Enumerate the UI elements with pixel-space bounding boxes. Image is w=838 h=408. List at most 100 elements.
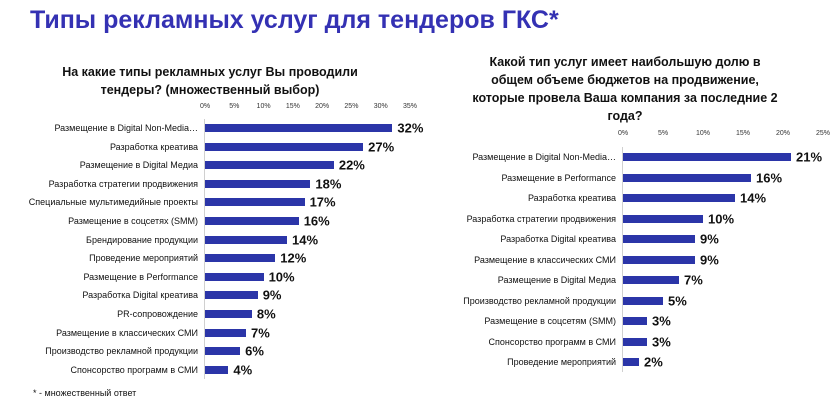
category-label: Размещение в классических СМИ (56, 327, 198, 338)
category-label: Размещение в Digital Non-Media… (54, 123, 198, 133)
category-label: Размещение в соцсетях (SMM) (68, 216, 198, 226)
bar (205, 328, 246, 337)
bar (205, 198, 305, 207)
data-label: 2% (644, 354, 663, 370)
x-tick-label: 10% (256, 103, 271, 110)
bar (623, 358, 639, 366)
chart2-title-line: года? (607, 109, 643, 123)
chart2-title-line: которые провела Ваша компания за последн… (472, 91, 778, 105)
data-label: 4% (233, 362, 253, 378)
bar (623, 276, 679, 284)
bar (623, 214, 703, 223)
x-tick-label: 0% (617, 130, 629, 137)
bar (205, 310, 252, 318)
category-label: Размещение в Performance (83, 271, 198, 282)
category-label: PR-сопровождение (117, 309, 198, 319)
category-label: Специальные мультимедийные проекты (28, 197, 198, 208)
x-tick-label: 5% (657, 130, 669, 137)
chart1-title-line: тендеры? (множественный выбор) (100, 83, 320, 97)
data-label: 16% (303, 213, 330, 229)
bar (623, 296, 663, 305)
bar (623, 337, 647, 346)
bar (623, 153, 791, 161)
bar (623, 255, 695, 264)
category-label: Размещение в Digital Медиа (497, 275, 616, 285)
data-label: 32% (397, 120, 424, 136)
category-label: Размещение в Performance (501, 172, 616, 183)
x-tick-label: 25% (344, 103, 359, 110)
chart1-title: На какие типы рекламных услуг Вы проводи… (30, 63, 390, 99)
data-label: 21% (796, 149, 823, 165)
category-label: Размещение в соцсетям (SMM) (484, 316, 616, 326)
x-tick-label: 0% (199, 103, 211, 110)
bar (623, 173, 751, 182)
bar (205, 272, 264, 281)
data-label: 3% (652, 313, 671, 329)
bar (205, 161, 334, 170)
bar (623, 194, 735, 202)
data-label: 8% (256, 306, 276, 322)
data-label: 14% (292, 232, 319, 248)
category-label: Проведение мероприятий (89, 253, 198, 264)
category-label: Разработка Digital креатива (82, 290, 198, 301)
data-label: 17% (309, 194, 336, 210)
x-tick-label: 5% (229, 103, 240, 110)
chart1-title-line: На какие типы рекламных услуг Вы проводи… (62, 65, 358, 79)
category-label: Размещение в классических СМИ (474, 254, 616, 265)
x-tick-label: 35% (402, 103, 418, 110)
category-label: Проведение мероприятий (507, 357, 616, 367)
footnote: * - множественный ответ (33, 388, 137, 398)
x-tick-label: 15% (285, 103, 300, 110)
chart2-title: Какой тип услуг имеет наибольшую долю в … (435, 53, 815, 125)
category-label: Разработка креатива (109, 141, 198, 152)
data-label: 7% (251, 325, 270, 341)
data-label: 16% (756, 170, 783, 185)
category-label: Спонсорство программ в СМИ (488, 336, 616, 347)
data-label: 12% (280, 250, 307, 266)
category-label: Брендирование продукции (86, 234, 198, 245)
data-label: 9% (700, 231, 719, 247)
data-label: 14% (740, 190, 767, 206)
data-label: 9% (700, 252, 719, 267)
data-label: 6% (245, 343, 264, 359)
category-label: Производство рекламной продукции (45, 346, 198, 357)
x-tick-label: 15% (735, 130, 751, 137)
data-label: 3% (652, 334, 671, 349)
category-label: Разработка стратегии продвижения (48, 178, 198, 189)
x-tick-label: 25% (815, 130, 831, 137)
category-label: Разработка стратегии продвижения (466, 213, 616, 224)
x-tick-label: 20% (775, 130, 791, 137)
bar (205, 142, 364, 151)
bar (205, 124, 393, 132)
data-label: 10% (268, 269, 295, 285)
data-label: 27% (368, 139, 395, 155)
category-label: Размещение в Digital Медиа (79, 160, 198, 171)
chart2-title-line: Какой тип услуг имеет наибольшую долю в (489, 55, 761, 69)
category-label: Производство рекламной продукции (463, 295, 616, 306)
bar (623, 317, 647, 325)
bar (205, 235, 287, 244)
bar (623, 235, 695, 243)
chart2-title-line: общем объеме бюджетов на продвижение, (491, 73, 759, 87)
category-label: Спонсорство программ в СМИ (70, 364, 198, 375)
data-label: 7% (684, 272, 703, 288)
bar (205, 217, 299, 225)
x-tick-label: 10% (695, 130, 711, 137)
data-label: 18% (315, 176, 342, 192)
category-label: Разработка Digital креатива (500, 234, 616, 244)
bar (205, 291, 258, 300)
bar (205, 254, 276, 263)
bar (205, 179, 311, 188)
bar (205, 347, 241, 356)
data-label: 9% (262, 287, 282, 303)
data-label: 22% (338, 157, 365, 173)
data-label: 10% (708, 211, 735, 226)
page-title: Типы рекламных услуг для тендеров ГКС* (30, 6, 559, 34)
y-axis-line (622, 146, 623, 373)
bar (205, 365, 229, 374)
category-label: Разработка креатива (527, 193, 616, 203)
y-axis-line (204, 118, 205, 380)
data-label: 5% (668, 293, 687, 308)
category-label: Размещение в Digital Non-Media… (472, 152, 616, 162)
x-tick-label: 30% (373, 103, 388, 110)
